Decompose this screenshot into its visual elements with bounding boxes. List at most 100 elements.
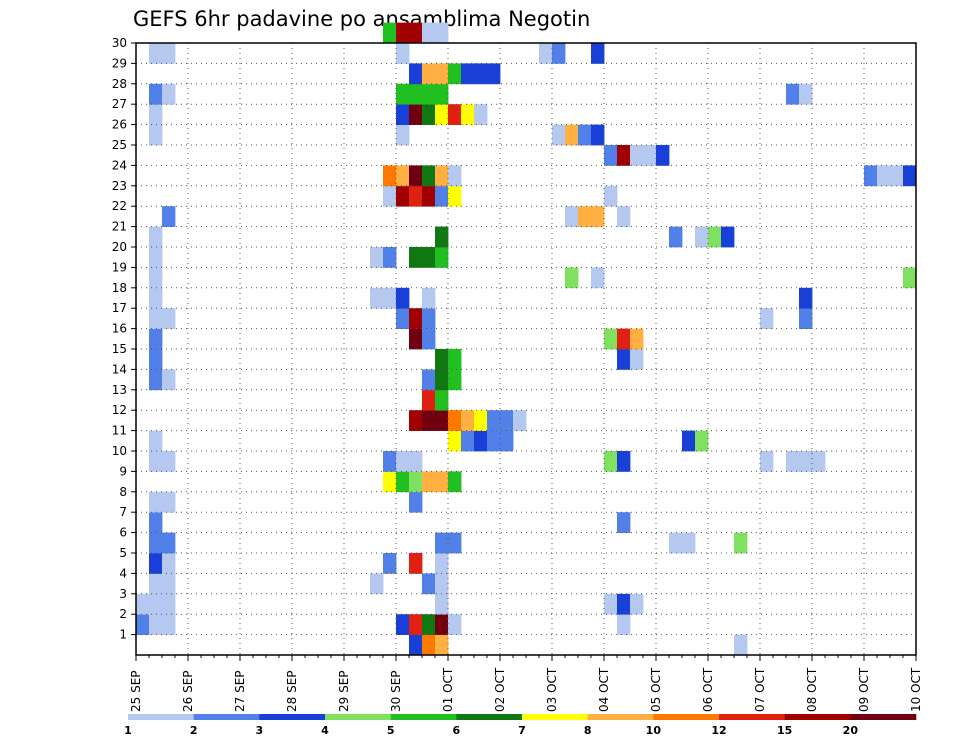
precip-cell [760,308,774,329]
grid-lines [136,43,916,655]
y-tick-label: 5 [119,546,127,560]
y-tick-label: 14 [112,362,127,376]
precip-cell [487,430,501,452]
precip-cell [409,553,423,574]
precip-cell [396,43,410,64]
precip-cell [630,145,644,166]
precip-cell [786,451,800,472]
precip-cell [162,532,176,554]
x-tick-label: 08 OCT [805,667,819,712]
precip-cell [448,532,462,554]
precip-cell [617,451,631,472]
y-tick-label: 24 [112,158,127,172]
precip-cell [760,451,774,472]
precip-cell [162,553,176,574]
precip-cell [669,532,683,554]
y-tick-label: 19 [112,260,127,274]
precip-cell [162,593,176,615]
colorbar-swatch [850,714,917,720]
precip-cell [903,267,917,289]
precip-cell [578,206,592,227]
y-tick-label: 3 [119,587,127,601]
precip-cell [383,553,397,574]
precip-cell [539,43,553,64]
precip-cell [500,430,514,452]
colorbar-swatch [587,714,654,720]
precip-cell [383,451,397,472]
precip-cell [149,369,163,391]
precip-cell [617,145,631,166]
y-tick-label: 22 [112,199,127,213]
precip-cell [422,389,436,411]
precip-cell [149,124,163,146]
precip-cell [370,247,384,268]
precip-cell [695,226,709,248]
precip-cell [721,226,735,248]
precip-cell [136,614,150,635]
precip-cell [422,247,436,268]
precip-cell [565,267,579,289]
x-tick-label: 10 OCT [909,667,923,712]
precip-cell [708,226,722,248]
y-tick-label: 29 [112,56,127,70]
precip-cell [422,22,436,44]
y-tick-label: 6 [119,526,127,540]
precip-cell [162,308,176,329]
precip-cell [422,308,436,329]
precip-cell [409,308,423,329]
precip-cell [630,349,644,370]
precip-cell [409,410,423,431]
precip-cell [617,593,631,615]
precip-cell [396,287,410,309]
colorbar-swatch [456,714,523,720]
precip-cell [448,349,462,370]
precip-cell [604,328,618,350]
precip-cell [617,512,631,533]
x-tick-label: 06 OCT [701,667,715,712]
precip-cell [422,328,436,350]
precip-cell [409,247,423,268]
precip-cell [448,63,462,85]
chart-title: GEFS 6hr padavine po ansamblima Negotin [133,7,590,31]
x-tick-label: 28 SEP [285,670,299,712]
precip-cell [422,369,436,391]
colorbar-label: 6 [453,724,461,737]
precip-cell [149,553,163,574]
precip-cell [799,287,813,309]
precip-cell [604,185,618,207]
y-tick-label: 21 [112,220,127,234]
precip-cell [474,430,488,452]
precip-cell [617,328,631,350]
precip-cell [448,614,462,635]
precip-cell [890,165,904,187]
precip-cell [396,185,410,207]
precip-cell [396,614,410,635]
precip-cell [617,614,631,635]
precip-cell [448,369,462,391]
precip-cell [422,83,436,105]
colorbar-label: 1 [124,724,132,737]
x-axis: 25 SEP 26 SEP 27 SEP 28 SEP 29 SEP 30 SEP 01 O… [129,655,923,712]
precip-cell [552,43,566,64]
precip-cell [162,83,176,105]
y-tick-label: 10 [112,444,127,458]
precip-cell [448,430,462,452]
precip-cell [383,185,397,207]
precip-cell [396,308,410,329]
precip-cell [500,410,514,431]
x-tick-label: 29 SEP [337,670,351,712]
precip-cell [799,308,813,329]
precip-cell [422,614,436,635]
precip-cell [435,104,449,125]
x-tick-label: 30 SEP [389,670,403,712]
precip-cell [487,63,501,85]
precip-cell [903,165,917,187]
precip-cell [669,226,683,248]
precip-cell [149,512,163,533]
precip-cell [162,491,176,513]
precip-cell [422,287,436,309]
y-tick-label: 17 [112,301,127,315]
precip-cell [435,410,449,431]
precip-cell [448,410,462,431]
precip-cell [162,614,176,635]
